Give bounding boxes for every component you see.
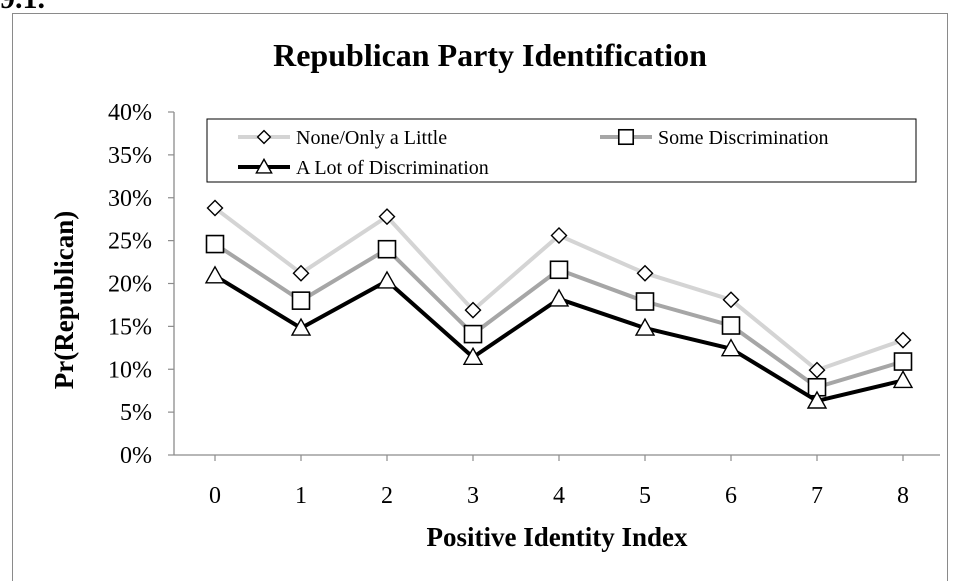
data-point-square xyxy=(377,239,397,259)
data-point-triangle xyxy=(204,265,226,284)
x-axis-ticks: 0 1 2 3 4 5 6 7 8 xyxy=(209,455,909,509)
data-point-square xyxy=(893,352,913,371)
legend-marker-diamond xyxy=(256,129,272,145)
y-tick-label: 10% xyxy=(108,357,152,383)
series-diamond xyxy=(206,199,912,379)
data-point-triangle xyxy=(376,270,398,289)
x-tick-label: 0 xyxy=(209,483,221,509)
y-tick-label: 25% xyxy=(108,229,152,255)
y-tick-label: 35% xyxy=(108,143,152,169)
series-triangle xyxy=(204,265,914,409)
page-fragment-label: 9.1. xyxy=(0,0,45,16)
x-tick-label: 2 xyxy=(381,483,393,509)
y-tick-label: 5% xyxy=(120,400,152,426)
x-axis-title: Positive Identity Index xyxy=(426,522,688,552)
y-tick-label: 20% xyxy=(108,272,152,298)
y-tick-label: 40% xyxy=(108,100,152,126)
chart-frame xyxy=(12,13,948,581)
y-axis-ticks: 0% 5% 10% 15% 20% 25% 30% 35% 40% xyxy=(108,100,174,469)
data-point-triangle xyxy=(806,390,828,409)
legend-label: Some Discrimination xyxy=(658,127,829,149)
legend-entry: Some Discrimination xyxy=(600,127,829,149)
x-tick-label: 8 xyxy=(897,483,909,509)
x-tick-label: 6 xyxy=(725,483,737,509)
data-point-square xyxy=(205,234,225,254)
x-tick-label: 5 xyxy=(639,483,651,509)
legend-label: None/Only a Little xyxy=(296,127,447,149)
data-point-diamond xyxy=(808,361,826,379)
chart-title: Republican Party Identification xyxy=(273,37,707,73)
y-axis-title: Pr(Republican) xyxy=(49,211,79,390)
legend-marker-triangle xyxy=(255,157,273,174)
legend-entry: None/Only a Little xyxy=(238,127,447,149)
data-point-square xyxy=(463,324,483,344)
data-point-triangle xyxy=(720,338,742,357)
x-tick-label: 4 xyxy=(553,483,565,509)
data-point-diamond xyxy=(636,264,654,282)
data-point-triangle xyxy=(548,288,570,307)
data-point-square xyxy=(291,291,311,310)
data-point-diamond xyxy=(464,301,482,319)
data-point-diamond xyxy=(550,226,568,244)
data-point-triangle xyxy=(462,346,484,365)
y-tick-label: 0% xyxy=(120,443,152,469)
data-point-diamond xyxy=(292,264,310,282)
legend-entry: A Lot of Discrimination xyxy=(238,157,489,179)
data-point-square xyxy=(635,292,655,311)
series-layer xyxy=(204,199,914,409)
data-point-triangle xyxy=(892,369,914,389)
legend-box xyxy=(206,118,917,183)
data-point-diamond xyxy=(722,291,740,309)
data-point-triangle xyxy=(634,317,656,336)
x-tick-label: 1 xyxy=(295,483,307,509)
data-point-square xyxy=(549,260,569,280)
legend: None/Only a Little Some Discrimination A L… xyxy=(206,118,917,183)
data-point-diamond xyxy=(894,331,912,349)
legend-label: A Lot of Discrimination xyxy=(296,157,489,179)
series-square xyxy=(205,234,913,397)
y-tick-label: 15% xyxy=(108,314,152,340)
y-tick-label: 30% xyxy=(108,186,152,212)
data-point-diamond xyxy=(378,208,396,226)
data-point-diamond xyxy=(206,199,224,217)
data-point-square xyxy=(721,316,741,335)
data-point-triangle xyxy=(290,317,312,336)
x-tick-label: 7 xyxy=(811,483,823,509)
legend-marker-square xyxy=(617,128,635,146)
x-tick-label: 3 xyxy=(467,483,479,509)
